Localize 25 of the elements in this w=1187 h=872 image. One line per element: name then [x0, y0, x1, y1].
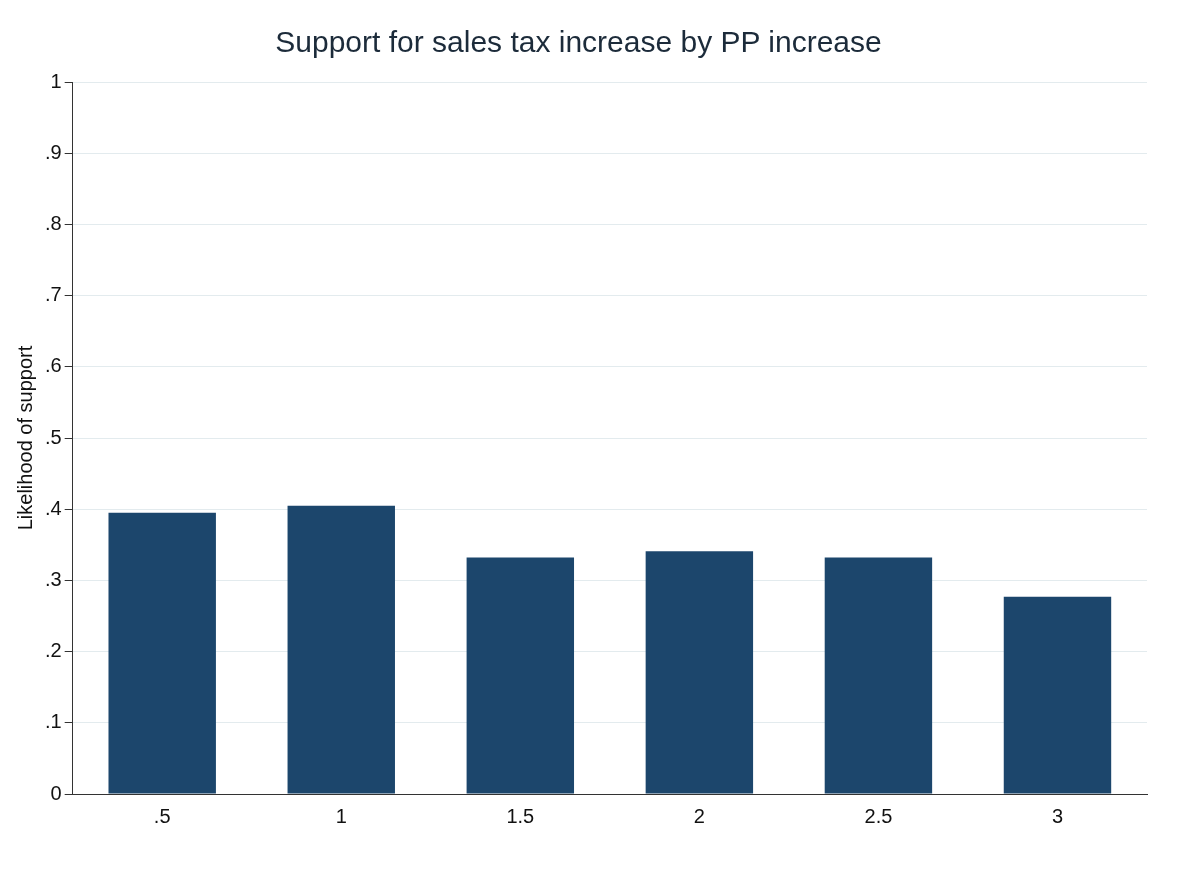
bar — [824, 557, 933, 794]
chart-title: Support for sales tax increase by PP increase — [275, 25, 882, 59]
x-tick-label: 1.5 — [506, 804, 535, 827]
x-tick-label: 2 — [693, 804, 705, 827]
y-tick-label: .1 — [44, 710, 62, 733]
y-tick-label: .3 — [44, 567, 62, 590]
y-tick-label: .7 — [44, 283, 62, 306]
bar — [1003, 596, 1112, 794]
x-tick-label: 2.5 — [864, 804, 893, 827]
y-axis-title: Likelihood of support — [13, 345, 36, 531]
y-tick-label: 1 — [50, 69, 62, 92]
bar — [466, 557, 575, 794]
x-tick-label: 3 — [1051, 804, 1064, 827]
y-tick-label: .6 — [44, 354, 62, 377]
bar — [287, 505, 395, 794]
y-tick-label: 0 — [50, 781, 62, 804]
y-tick-label: .5 — [44, 425, 62, 448]
bar — [645, 551, 754, 794]
bar — [108, 512, 216, 794]
x-tick-label: .5 — [153, 804, 171, 827]
x-tick-label: 1 — [335, 804, 347, 827]
y-tick-label: .8 — [44, 211, 62, 234]
y-tick-label: .9 — [44, 140, 62, 163]
y-tick-label: .2 — [44, 639, 62, 662]
y-tick-label: .4 — [44, 496, 62, 519]
